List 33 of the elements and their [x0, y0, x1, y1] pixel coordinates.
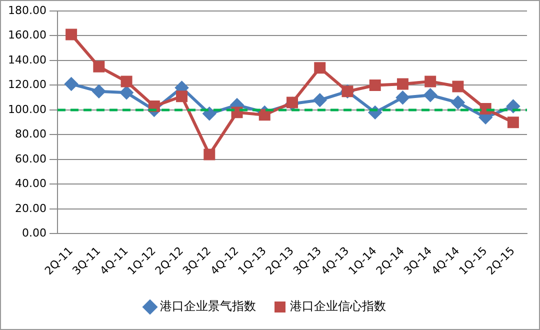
- point: [204, 148, 216, 160]
- point: [286, 96, 298, 108]
- point: [92, 84, 106, 98]
- y-tick-label: 140.00: [8, 53, 46, 66]
- y-tick-label: 20.00: [14, 202, 46, 215]
- point: [93, 60, 105, 72]
- point: [452, 80, 464, 92]
- point: [66, 28, 78, 40]
- point: [424, 88, 437, 102]
- legend-label: 港口企业信心指数: [290, 299, 386, 314]
- point: [176, 90, 188, 102]
- legend-label: 港口企业景气指数: [160, 299, 256, 314]
- point: [396, 91, 410, 104]
- y-tick-label: 40.00: [14, 177, 46, 190]
- y-tick-label: 100.00: [8, 102, 46, 116]
- y-tick-label: 80.00: [14, 128, 46, 141]
- y-tick-label: 0.00: [22, 226, 46, 240]
- point: [396, 78, 408, 90]
- point: [507, 116, 519, 128]
- point: [451, 96, 464, 110]
- y-tick-label: 180.00: [8, 4, 46, 17]
- point: [120, 86, 134, 100]
- point: [314, 62, 326, 74]
- point: [120, 76, 132, 88]
- y-tick-label: 120.00: [8, 78, 46, 92]
- point: [424, 76, 436, 88]
- point: [313, 94, 326, 107]
- point: [369, 79, 381, 91]
- point: [64, 77, 78, 90]
- point: [258, 109, 270, 121]
- y-tick-label: 60.00: [14, 152, 46, 166]
- y-tick-label: 160.00: [8, 28, 46, 42]
- point: [202, 107, 216, 120]
